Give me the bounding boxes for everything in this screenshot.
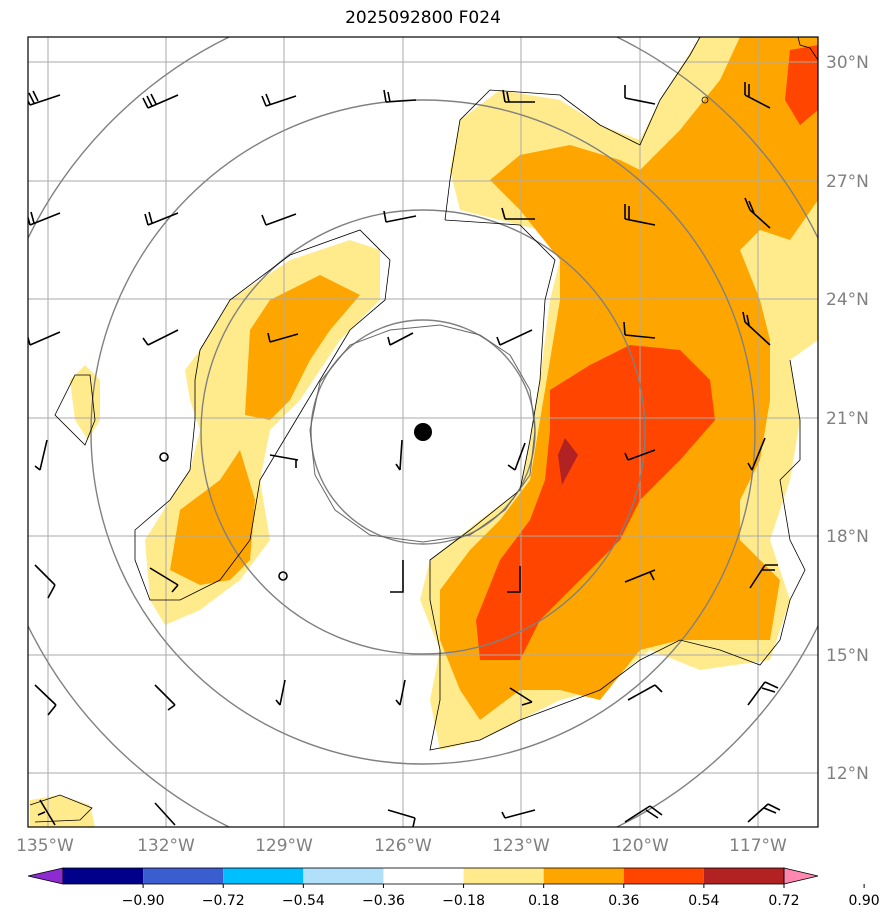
- colorbar-swatch: [303, 868, 384, 884]
- colorbar-swatch: [223, 868, 304, 884]
- lon-label: 120°W: [611, 836, 669, 856]
- graticule: [28, 37, 818, 827]
- map-title: 2025092800 F024: [345, 8, 501, 28]
- colorbar-swatch: [703, 868, 784, 884]
- colorbar-tick-label: −0.36: [362, 893, 405, 909]
- lat-label: 27°N: [826, 172, 869, 192]
- map-frame: [27, 36, 819, 828]
- colorbar-extension-high: [783, 867, 819, 885]
- colorbar-swatch: [63, 868, 144, 884]
- lon-label: 123°W: [492, 836, 550, 856]
- colorbar-tick-label: −0.72: [202, 893, 245, 909]
- colorbar-tick-label: −0.90: [122, 893, 165, 909]
- lon-label: 126°W: [374, 836, 432, 856]
- shading-level-072: [558, 438, 578, 485]
- colorbar-tick-label: −0.54: [282, 893, 325, 909]
- colorbar-tick-label: 0.72: [768, 893, 799, 909]
- storm-center-marker: [414, 423, 432, 441]
- colorbar-tick-label: 0.54: [688, 893, 719, 909]
- lat-label: 24°N: [826, 290, 869, 310]
- wind-barbs: [28, 82, 781, 827]
- colorbar-tick-label: 0.18: [528, 893, 559, 909]
- lat-label: 21°N: [826, 409, 869, 429]
- colorbar-tick-label: 0.90: [849, 893, 880, 909]
- colorbar-tick-label: −0.18: [442, 893, 485, 909]
- colorbar-swatch: [463, 868, 544, 884]
- contour-lines: [29, 37, 818, 823]
- colorbar-swatch: [143, 868, 224, 884]
- lat-label: 12°N: [826, 764, 869, 784]
- lat-label: 30°N: [826, 53, 869, 73]
- colorbar-tick-label: 0.36: [608, 893, 639, 909]
- lon-label: 132°W: [137, 836, 195, 856]
- lon-label: 117°W: [729, 836, 787, 856]
- lon-label: 129°W: [255, 836, 313, 856]
- lat-label: 18°N: [826, 527, 869, 547]
- colorbar-swatch: [623, 868, 704, 884]
- colorbar-extension-low: [27, 867, 64, 885]
- longitude-labels: 135°W 132°W 129°W 126°W 123°W 120°W 117°…: [16, 836, 787, 856]
- shading-level-054: [476, 45, 818, 660]
- colorbar-swatch: [383, 868, 464, 884]
- colorbar-swatch: [543, 868, 624, 884]
- lon-label: 135°W: [16, 836, 74, 856]
- latitude-labels: 30°N 27°N 24°N 21°N 18°N 15°N 12°N: [826, 53, 869, 784]
- colorbar-frame: [62, 867, 785, 885]
- colorbar: −0.90 −0.72 −0.54 −0.36 −0.18 0.18 0.36 0.54 0.7…: [27, 867, 880, 909]
- lat-label: 15°N: [826, 646, 869, 666]
